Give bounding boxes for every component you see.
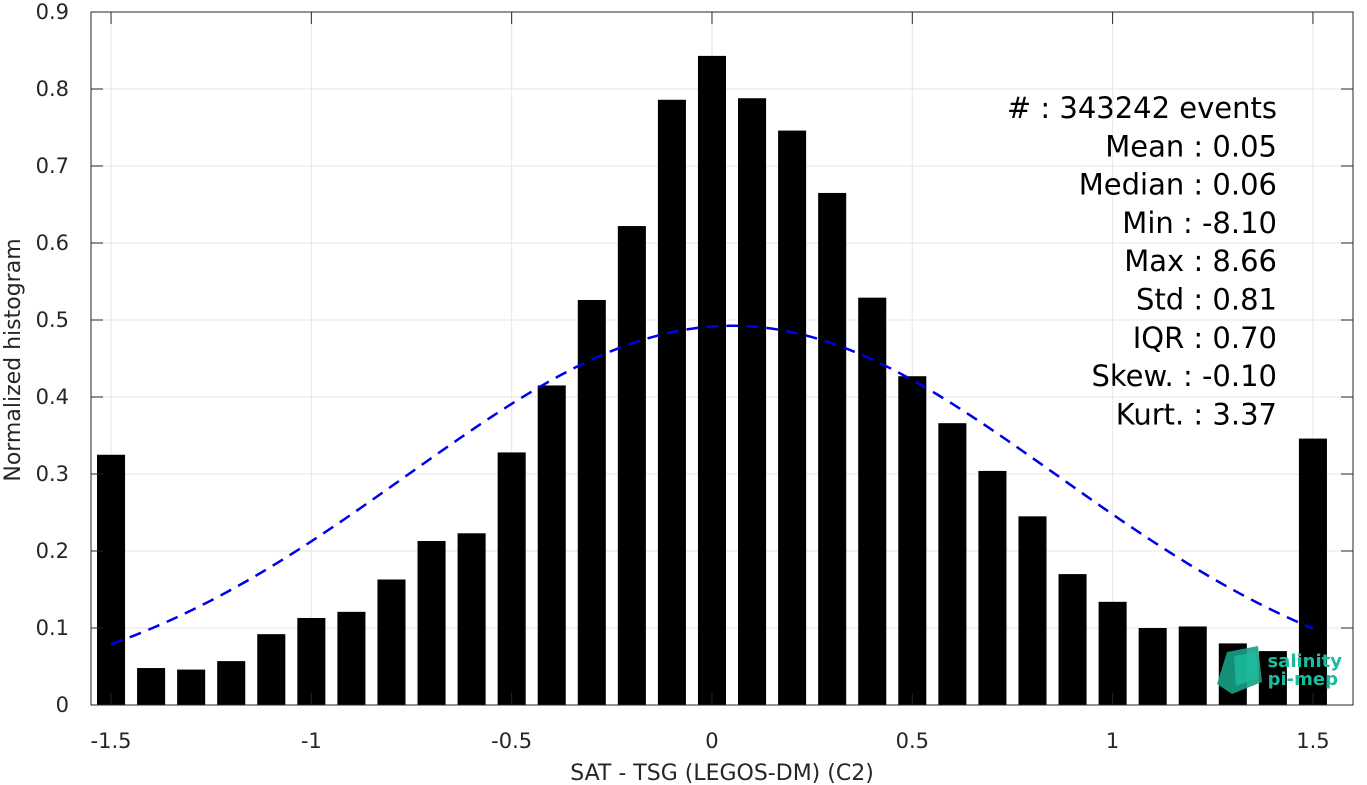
y-tick-label: 0.6 [36, 231, 69, 255]
histogram-bar [297, 617, 326, 705]
histogram-bar [898, 376, 927, 705]
axis-ticks [91, 11, 1353, 706]
salinity-pi-mep-logo: salinity pi-mep [1217, 646, 1342, 694]
stats-line: Min : -8.10 [1122, 206, 1277, 240]
histogram-bar [1098, 601, 1127, 705]
histogram-bar [938, 423, 967, 705]
stats-line: Max : 8.66 [1124, 244, 1277, 278]
x-tick-label: 0.5 [896, 729, 929, 753]
histogram-bar [1178, 626, 1207, 705]
histogram-bar [97, 454, 126, 705]
x-tick-label: 1.5 [1296, 729, 1329, 753]
histogram-bar [337, 611, 366, 705]
statistics-annotation: # : 343242 events Mean : 0.05 Median : 0.0… [1007, 91, 1277, 431]
y-tick-label: 0.5 [36, 308, 69, 332]
y-tick-label: 0 [56, 693, 69, 717]
y-tick-labels: 0 0.1 0.2 0.3 0.4 0.5 0.6 0.7 0.8 0.9 [36, 0, 69, 717]
histogram-bar [257, 634, 286, 705]
histogram-bar [217, 661, 246, 705]
y-tick-label: 0.2 [36, 539, 69, 563]
plot-frame [90, 11, 1354, 706]
y-axis-label: Normalized histogram [1, 238, 26, 481]
logo-cube-face [1234, 652, 1258, 686]
logo-line2: pi-mep [1268, 669, 1338, 690]
logo-line1: salinity [1267, 651, 1342, 672]
histogram-bar [978, 470, 1007, 705]
gaussian-fit-curve [110, 324, 1314, 646]
histogram-bar [537, 385, 566, 705]
histogram-bar [738, 98, 767, 706]
histogram-bar [858, 297, 887, 705]
histogram-bar [377, 579, 406, 705]
x-axis-label: SAT - TSG (LEGOS-DM) (C2) [570, 761, 874, 785]
histogram-bar [417, 540, 446, 705]
histogram-bar [1298, 438, 1327, 705]
histogram-bar [617, 226, 646, 705]
y-tick-label: 0.3 [36, 462, 69, 486]
histogram-bar [657, 99, 686, 705]
stats-line: Median : 0.06 [1079, 168, 1277, 202]
histogram-bar [137, 668, 166, 705]
x-tick-label: -1 [301, 729, 322, 753]
histogram-bar [1018, 516, 1047, 705]
histogram-bar [457, 533, 486, 705]
histogram-bar [778, 130, 807, 705]
histogram-bar [497, 452, 526, 705]
stats-line: # : 343242 events [1007, 91, 1277, 125]
stats-line: Skew. : -0.10 [1091, 359, 1277, 393]
histogram-bar [1058, 574, 1087, 705]
histogram-bar [697, 55, 727, 705]
x-tick-label: -1.5 [91, 729, 132, 753]
y-tick-label: 0.8 [36, 77, 69, 101]
x-tick-label: -0.5 [491, 729, 532, 753]
histogram-bar [818, 192, 847, 705]
y-tick-label: 0.7 [36, 154, 69, 178]
stats-line: IQR : 0.70 [1133, 321, 1277, 355]
y-tick-label: 0.4 [36, 385, 69, 409]
histogram-bar [1138, 628, 1167, 705]
bars [97, 55, 1327, 706]
y-tick-label: 0.1 [36, 616, 69, 640]
y-tick-label: 0.9 [36, 0, 69, 24]
x-tick-labels: -1.5 -1 -0.5 0 0.5 1 1.5 [91, 729, 1330, 753]
stats-line: Mean : 0.05 [1105, 129, 1277, 163]
histogram-bar [1258, 651, 1287, 705]
x-tick-label: 1 [1106, 729, 1119, 753]
histogram-bar [177, 669, 206, 705]
histogram-bar [577, 299, 606, 705]
stats-line: Std : 0.81 [1136, 283, 1277, 317]
x-tick-label: 0 [705, 729, 718, 753]
stats-line: Kurt. : 3.37 [1116, 397, 1277, 431]
